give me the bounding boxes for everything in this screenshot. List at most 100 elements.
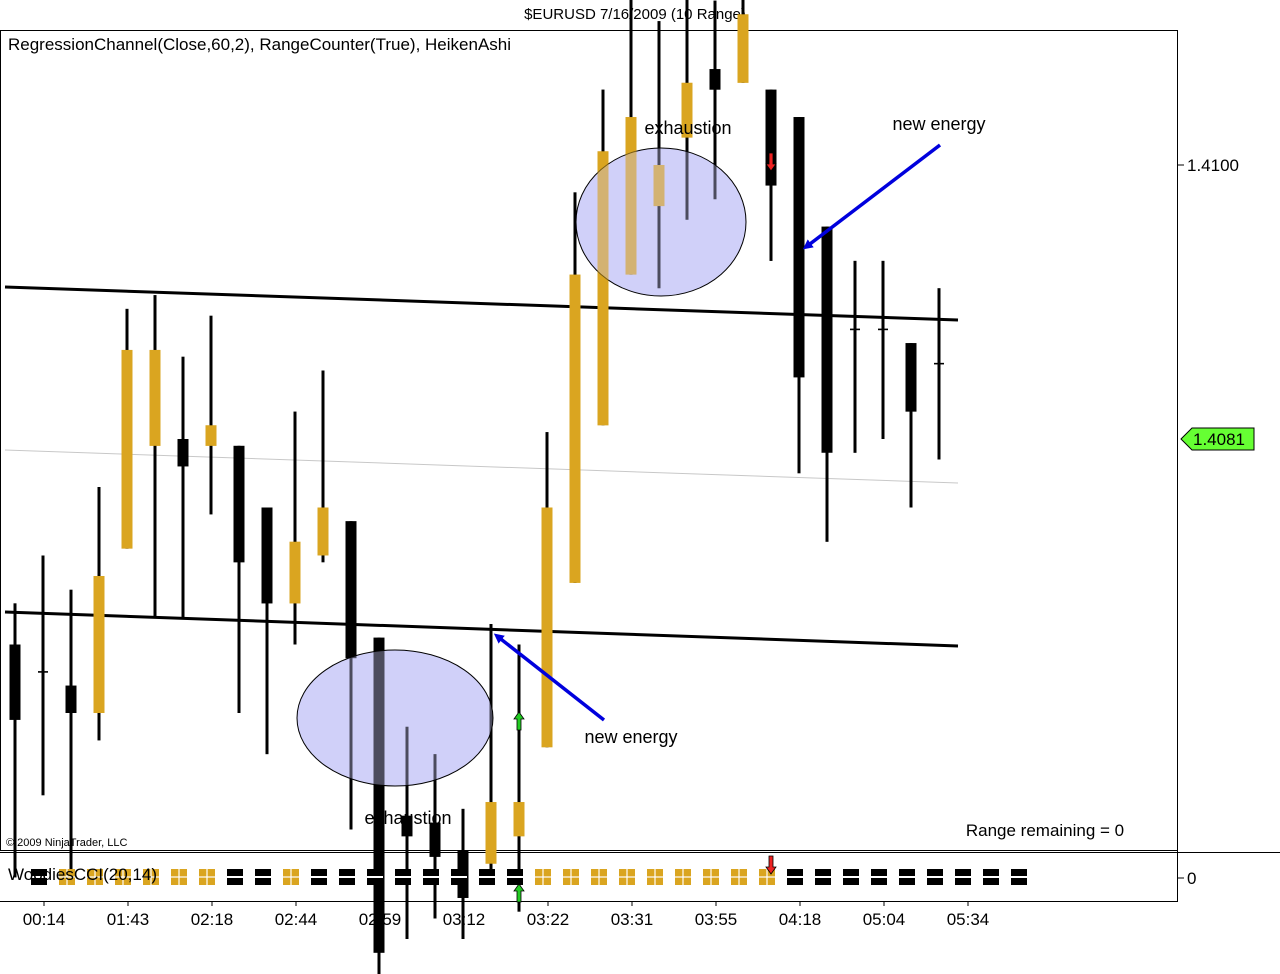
time-tick-label: 03:55 <box>695 910 738 929</box>
cci-bar-29 <box>843 869 859 885</box>
cci-bar-17 <box>507 869 523 885</box>
cci-bar-0 <box>31 869 47 885</box>
time-tick-label: 05:04 <box>863 910 906 929</box>
cci-bar-21 <box>619 869 635 885</box>
candle-overlay-30 <box>850 260 860 453</box>
time-axis: 00:14 01:43 02:18 02:44 02:59 03:12 03:22 03:31… <box>23 901 990 929</box>
regression-channel-upper <box>4 285 959 322</box>
candle-body <box>261 507 273 604</box>
time-tick-label: 02:59 <box>359 910 402 929</box>
time-tick-label: 03:12 <box>443 910 486 929</box>
candle-overlay-33 <box>934 288 944 460</box>
candle-overlay-29 <box>821 226 833 542</box>
cci-bar-27 <box>787 869 803 885</box>
candle-body <box>205 425 217 446</box>
candle-overlay-14 <box>401 726 413 940</box>
price-axis-label-1.4100: 1.4100 <box>1187 156 1239 175</box>
candle-body <box>317 507 329 556</box>
candle-overlay-17 <box>485 623 497 878</box>
candle-body <box>121 349 133 549</box>
candle-overlay-1 <box>38 555 48 796</box>
candle-body <box>793 117 805 378</box>
candle-body <box>345 521 357 659</box>
cci-bar-1 <box>59 869 75 885</box>
cci-bar-20 <box>591 869 607 885</box>
exhaustion-ellipse-bottom <box>296 649 494 787</box>
cci-bar-32 <box>927 869 943 885</box>
new-energy-arrow-bottom <box>493 633 606 722</box>
cci-bar-24 <box>703 869 719 885</box>
signal-arrow-up-price <box>513 711 525 731</box>
candle-overlay-20 <box>569 192 581 583</box>
candle-body <box>149 349 161 446</box>
candle-overlay-25 <box>709 0 721 200</box>
candle-overlay-27 <box>765 89 777 261</box>
copyright-text: © 2009 NinjaTrader, LLC <box>6 837 127 849</box>
cci-bar-12 <box>367 869 383 885</box>
cci-bar-5 <box>171 869 187 885</box>
candles-overlay-group <box>9 0 944 974</box>
cci-bar-8 <box>255 869 271 885</box>
candle-body <box>681 82 693 138</box>
candle-overlay-10 <box>289 411 301 645</box>
time-tick-label: 03:31 <box>611 910 654 929</box>
candle-body <box>765 89 777 186</box>
cci-bar-28 <box>815 869 831 885</box>
cci-bar-31 <box>899 869 915 885</box>
cci-bar-2 <box>87 869 103 885</box>
candle-overlay-31 <box>878 260 888 439</box>
candle-body <box>569 274 581 583</box>
candle-overlay-12 <box>345 521 357 830</box>
signal-down-arrow <box>765 152 777 172</box>
candle-overlay-6 <box>177 356 189 618</box>
time-tick-label: 04:18 <box>779 910 822 929</box>
time-tick-label: 05:34 <box>947 910 990 929</box>
candle-body <box>597 151 609 426</box>
time-tick-label: 02:44 <box>275 910 318 929</box>
candle-overlay-3 <box>93 486 105 741</box>
candle-overlay-26 <box>737 0 749 83</box>
cci-bar-30 <box>871 869 887 885</box>
cci-bar-23 <box>675 869 691 885</box>
regression-channel-middle <box>4 449 959 484</box>
new-energy-arrow-top <box>802 143 942 250</box>
indicator-label: RegressionChannel(Close,60,2), RangeCoun… <box>8 35 511 54</box>
signal-down-arrow-cci <box>765 855 777 875</box>
signal-up-arrow-cci <box>513 883 525 903</box>
candle-body <box>177 439 189 467</box>
signal-up-arrow <box>513 711 525 731</box>
candle-body <box>905 343 917 412</box>
candle-body <box>821 226 833 453</box>
candle-body <box>233 445 245 563</box>
candle-overlay-21 <box>597 89 609 426</box>
candle-body <box>289 541 301 604</box>
candle-body <box>401 815 413 837</box>
candle-overlay-22 <box>625 0 637 275</box>
cci-bar-4 <box>143 869 159 885</box>
cci-bar-14 <box>423 869 439 885</box>
cci-bar-6 <box>199 869 215 885</box>
cci-bar-15 <box>451 869 467 885</box>
time-tick-label: 03:22 <box>527 910 570 929</box>
chart-title: $EURUSD 7/16/2009 (10 Range) <box>524 6 746 23</box>
cci-bar-34 <box>983 869 999 885</box>
time-tick-label: 00:14 <box>23 910 66 929</box>
candle-overlay-11 <box>317 370 329 563</box>
cci-bar-25 <box>731 869 747 885</box>
regression-channel-lower <box>4 610 959 648</box>
cci-bar-11 <box>339 869 355 885</box>
candle-overlay-2 <box>65 589 77 878</box>
cci-bar-19 <box>563 869 579 885</box>
candle-body <box>373 637 385 953</box>
time-tick-label: 01:43 <box>107 910 150 929</box>
candle-overlay-24 <box>681 0 693 220</box>
candle-overlay-8 <box>233 445 245 713</box>
cci-bar-9 <box>283 869 299 885</box>
cci-bar-10 <box>311 869 327 885</box>
cci-bars-group <box>31 869 1027 885</box>
candle-overlay-5 <box>149 295 161 618</box>
candle-overlay-9 <box>261 507 273 755</box>
cci-axis-label-0: 0 <box>1187 869 1196 888</box>
candle-body <box>653 165 665 207</box>
